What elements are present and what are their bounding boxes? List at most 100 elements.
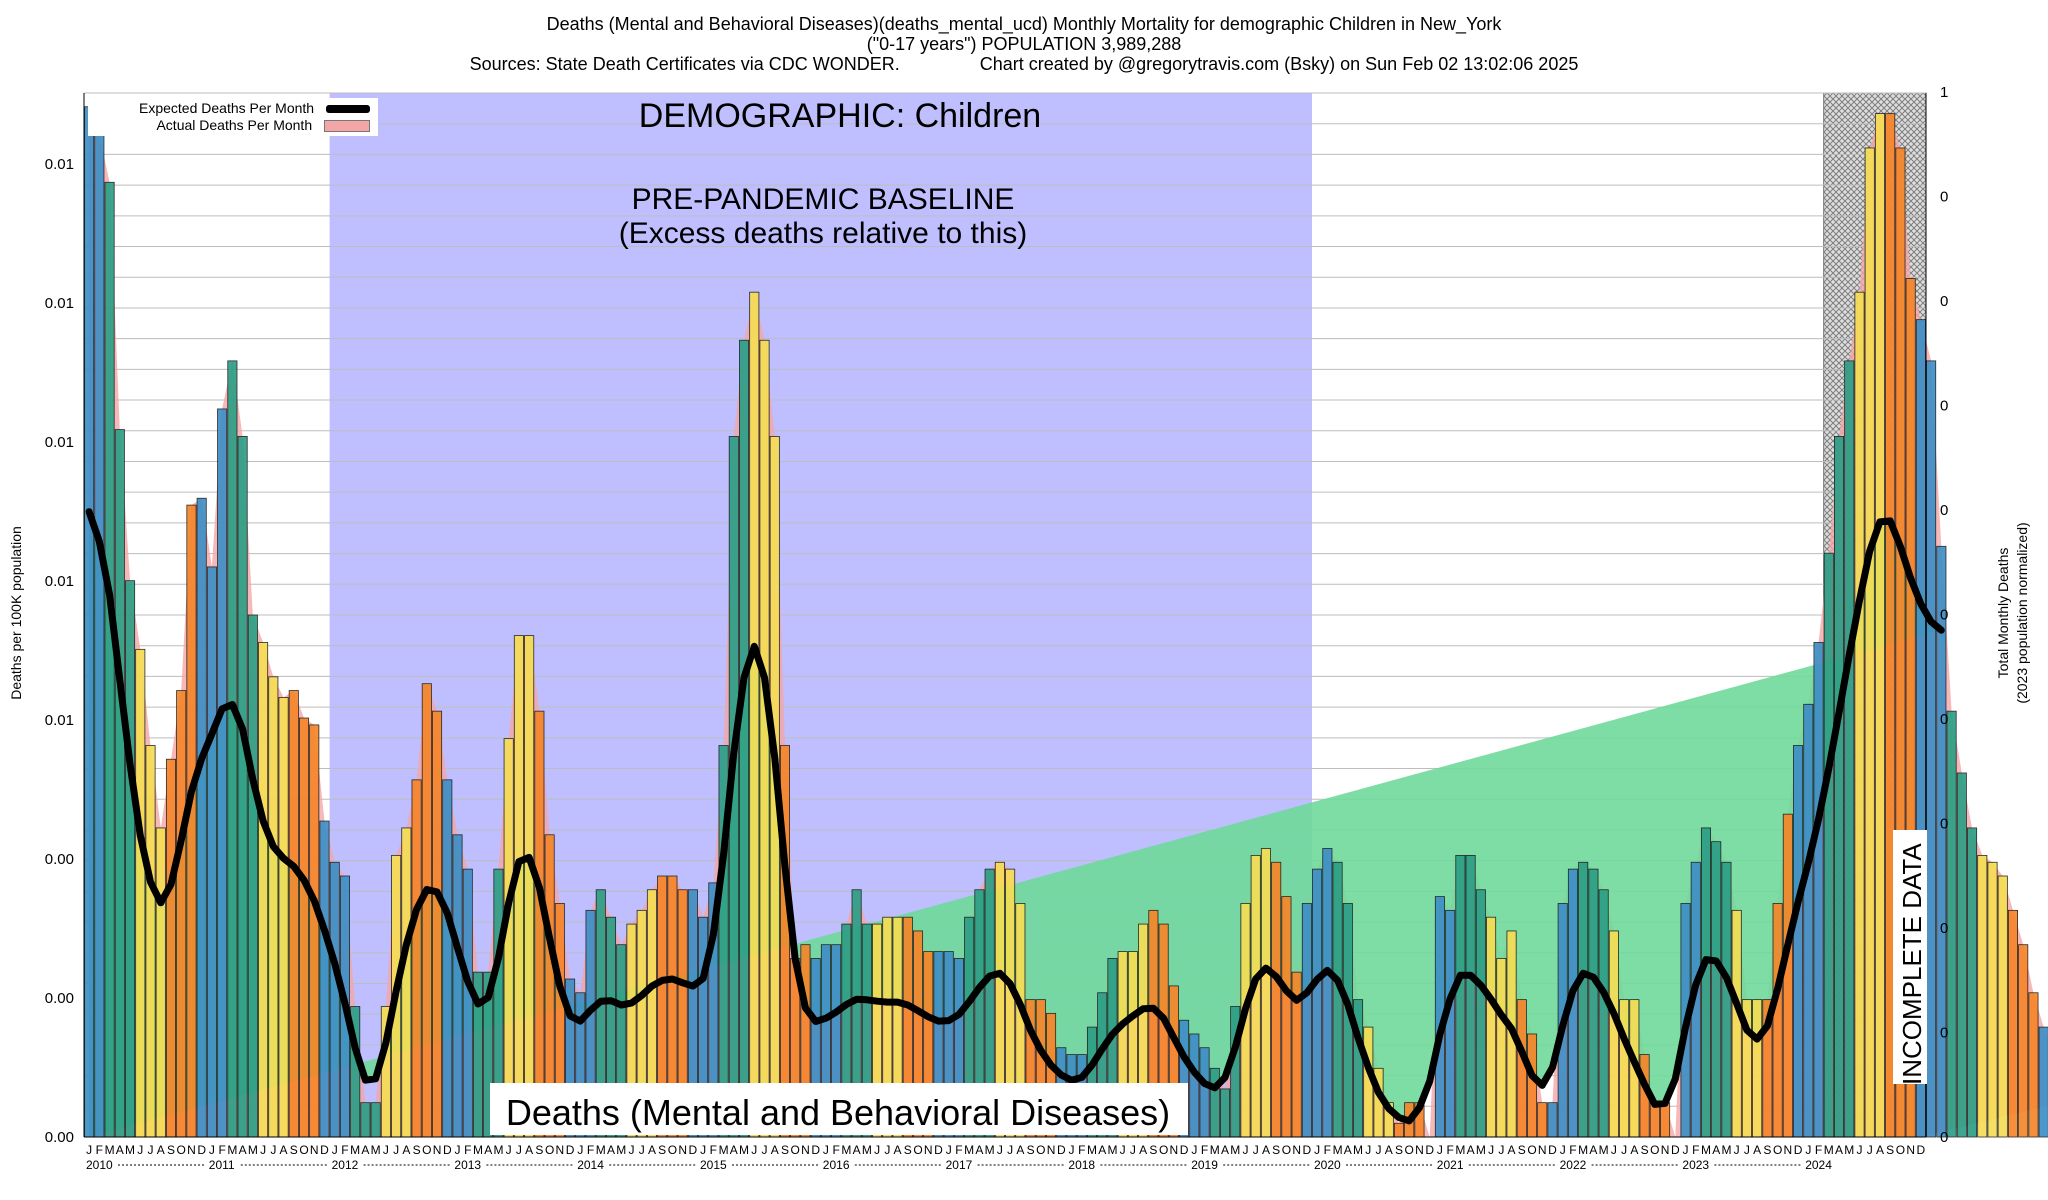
bar [227,360,238,1138]
x-month-label: N [678,1143,687,1157]
x-month-label: J [1683,1143,1689,1157]
x-month-label: D [689,1143,698,1157]
bar [237,436,248,1138]
x-month-label: N [1170,1143,1179,1157]
bar [432,710,443,1138]
x-month-label: J [577,1143,583,1157]
bar [196,497,207,1138]
x-year-label: 2022 [1560,1158,1587,1172]
y2-axis-title-line2: (2023 population normalized) [2014,522,2030,703]
bar [1711,841,1722,1138]
bar [411,779,422,1138]
bar [1281,896,1292,1138]
x-month-label: F [1078,1143,1085,1157]
bar [1220,1088,1231,1138]
x-month-label: A [1589,1143,1597,1157]
bar [1608,930,1619,1138]
x-month-label: M [616,1143,626,1157]
x-month-label: O [1405,1143,1414,1157]
x-month-label: N [187,1143,196,1157]
bar [1455,854,1466,1138]
x-month-label: J [86,1143,92,1157]
bar [1260,848,1271,1138]
x-month-label: M [964,1143,974,1157]
x-month-label: M [371,1143,381,1157]
x-month-label: O [1896,1143,1905,1157]
bar [1844,360,1855,1138]
bar [1854,291,1865,1138]
bar [104,181,115,1138]
x-month-label: F [710,1143,717,1157]
incomplete-label-bg [1893,830,1927,1084]
bar [1926,360,1937,1138]
chart-subtitle: ("0-17 years") POPULATION 3,989,288 [866,34,1182,54]
y2-tick-label: 0 [1940,920,1948,937]
x-month-label: N [924,1143,933,1157]
x-month-label: A [484,1143,492,1157]
x-month-label: F [1815,1143,1822,1157]
bar [421,683,432,1138]
x-month-label: M [596,1143,606,1157]
x-year-label: 2023 [1682,1158,1709,1172]
bar [452,834,463,1138]
bar [1772,903,1783,1138]
bar [462,868,473,1138]
x-month-label: S [781,1143,789,1157]
x-month-label: D [1057,1143,1066,1157]
x-month-label: J [516,1143,522,1157]
x-month-label: M [1087,1143,1097,1157]
x-month-label: A [1508,1143,1516,1157]
x-month-label: M [1578,1143,1588,1157]
x-month-label: J [1856,1143,1862,1157]
x-month-label: D [1671,1143,1680,1157]
x-month-label: D [1425,1143,1434,1157]
y-tick-label: 0.00 [45,1129,74,1146]
y2-tick-label: 0 [1940,816,1948,833]
x-month-label: F [832,1143,839,1157]
bar [401,827,412,1138]
x-month-label: M [719,1143,729,1157]
bar [135,648,146,1138]
x-month-label: A [730,1143,738,1157]
x-month-label: J [751,1143,757,1157]
x-month-label: D [197,1143,206,1157]
x-month-label: A [1876,1143,1884,1157]
x-year-label: 2018 [1068,1158,1095,1172]
x-month-label: A [1344,1143,1352,1157]
bar [145,745,156,1138]
x-month-label: D [566,1143,575,1157]
x-month-label: M [1455,1143,1465,1157]
bar [370,1102,381,1138]
legend-expected-label: Expected Deaths Per Month [139,100,315,116]
x-month-label: A [1630,1143,1638,1157]
y2-tick-label: 0 [1940,1129,1948,1146]
y2-tick-label: 0 [1940,189,1948,206]
x-month-label: S [1149,1143,1157,1157]
x-month-label: J [270,1143,276,1157]
bar [1271,861,1282,1138]
x-year-label: 2014 [577,1158,604,1172]
bar [1997,875,2008,1138]
x-month-label: O [1282,1143,1291,1157]
bar [1752,999,1763,1138]
x-month-label: N [1784,1143,1793,1157]
x-month-label: A [1016,1143,1024,1157]
x-month-label: J [1437,1143,1443,1157]
x-month-label: A [1385,1143,1393,1157]
x-month-label: D [443,1143,452,1157]
x-month-label: S [1641,1143,1649,1157]
bar [1588,868,1599,1138]
baseline-label-line1: PRE-PANDEMIC BASELINE [632,183,1015,216]
x-month-label: M [473,1143,483,1157]
y-tick-label: 0.00 [45,990,74,1007]
x-month-label: J [1867,1143,1873,1157]
bar [329,861,340,1138]
bar [1465,854,1476,1138]
x-month-label: M [1701,1143,1711,1157]
y-tick-label: 0.01 [45,434,74,451]
legend-expected-swatch [326,105,370,114]
bar [1956,772,1967,1138]
x-month-label: N [801,1143,810,1157]
